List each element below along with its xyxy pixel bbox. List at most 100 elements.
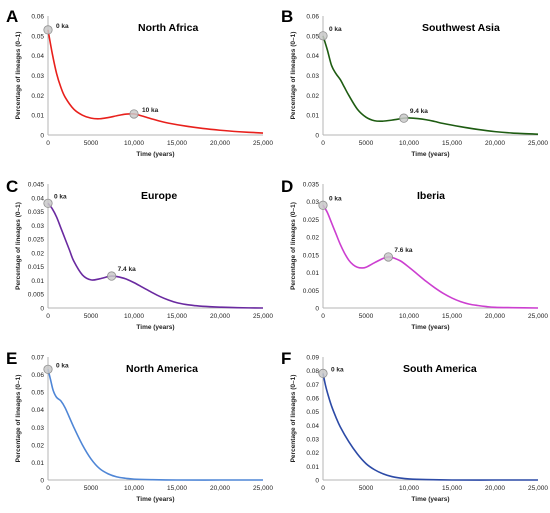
y-tick-label: 0.02 (306, 93, 319, 100)
y-tick-label: 0.02 (31, 250, 44, 257)
panel-southwest-asia: B Southwest Asia 0 0.01 0.02 0.03 0.04 0.05 0.06… (281, 7, 548, 158)
y-tick-label: 0.005 (28, 292, 45, 299)
panel-europe: C Europe 0 0.005 0.01 0.015 0.02 0.025 0.03 0.035… (6, 177, 273, 331)
y-tick-label: 0.025 (28, 237, 45, 244)
y-tick-label: 0.09 (306, 355, 319, 362)
x-tick-label: 20,000 (210, 485, 230, 492)
series-line (47, 369, 263, 481)
x-tick-label: 5000 (84, 140, 99, 147)
chart-title: Southwest Asia (422, 22, 500, 34)
y-axis-label: Percentage of lineages (0–1) (15, 202, 22, 290)
x-axis-label: Time (years) (411, 151, 449, 158)
y-tick-label: 0.04 (31, 195, 44, 202)
x-tick-label: 5000 (359, 140, 374, 147)
chart-title: South America (403, 363, 477, 375)
marker-point (43, 25, 53, 35)
y-tick-label: 0.02 (31, 93, 44, 100)
y-tick-label: 0.06 (31, 372, 44, 379)
y-tick-label: 0.045 (28, 182, 45, 189)
marker-point (318, 368, 328, 378)
y-tick-label: 0 (315, 478, 319, 485)
y-tick-label: 0.005 (303, 288, 320, 295)
y-axis-label: Percentage of lineages (0–1) (15, 32, 22, 120)
panel-south-america: F South America 0 0.01 0.02 0.03 0.04 0.05 0.06 0… (281, 349, 548, 503)
marker-label: 9.4 ka (410, 108, 428, 115)
marker-point (318, 31, 328, 41)
marker-point (43, 198, 53, 208)
x-tick-label: 5000 (84, 485, 99, 492)
y-tick-label: 0.035 (28, 209, 45, 216)
x-tick-label: 15,000 (442, 140, 462, 147)
panel-letter: C (6, 177, 18, 196)
y-tick-label: 0.05 (31, 33, 44, 40)
x-tick-label: 0 (321, 485, 325, 492)
y-tick-label: 0.03 (306, 73, 319, 80)
marker-point (399, 113, 409, 123)
series-line (322, 373, 538, 481)
chart-title: North America (126, 363, 198, 375)
panel-letter: B (281, 7, 293, 26)
x-tick-label: 10,000 (124, 485, 144, 492)
x-tick-label: 25,000 (253, 485, 273, 492)
y-tick-label: 0.07 (306, 382, 319, 389)
y-tick-label: 0.05 (306, 409, 319, 416)
marker-label: 0 ka (56, 23, 69, 30)
y-tick-label: 0.06 (306, 14, 319, 21)
marker-label: 0 ka (329, 195, 342, 202)
x-tick-label: 20,000 (485, 313, 505, 320)
panel-iberia: D Iberia 0 0.005 0.01 0.015 0.02 0.025 0.03 0.035… (281, 177, 548, 331)
x-tick-label: 25,000 (528, 313, 548, 320)
x-tick-label: 0 (46, 313, 50, 320)
x-tick-label: 10,000 (399, 485, 419, 492)
y-tick-label: 0.04 (31, 53, 44, 60)
y-tick-label: 0.01 (306, 113, 319, 120)
y-tick-label: 0.02 (306, 235, 319, 242)
series-line (322, 35, 539, 136)
y-tick-label: 0.03 (31, 73, 44, 80)
x-tick-label: 15,000 (167, 485, 187, 492)
x-axis-label: Time (years) (136, 324, 174, 331)
panel-north-america: E North America 0 0.01 0.02 0.03 0.04 0.05 0.06 0… (6, 349, 273, 503)
series-line (47, 29, 264, 134)
chart-title: Iberia (417, 190, 445, 202)
panel-letter: F (281, 349, 291, 368)
series-line (322, 204, 539, 309)
x-tick-label: 15,000 (442, 313, 462, 320)
y-tick-label: 0.02 (306, 450, 319, 457)
x-tick-label: 0 (46, 485, 50, 492)
y-tick-label: 0 (315, 306, 319, 313)
x-tick-label: 5000 (84, 313, 99, 320)
x-tick-label: 0 (46, 140, 50, 147)
x-axis-label: Time (years) (411, 324, 449, 331)
x-tick-label: 10,000 (124, 140, 144, 147)
x-axis-label: Time (years) (136, 151, 174, 158)
y-axis-label: Percentage of lineages (0–1) (290, 32, 297, 120)
x-tick-label: 15,000 (167, 313, 187, 320)
y-tick-label: 0.01 (31, 278, 44, 285)
marker-point (383, 252, 393, 262)
marker-label: 10 ka (142, 107, 159, 114)
x-tick-label: 25,000 (253, 140, 273, 147)
y-tick-label: 0.08 (306, 368, 319, 375)
x-tick-label: 20,000 (210, 313, 230, 320)
marker-point (43, 364, 53, 374)
marker-point (129, 109, 139, 119)
y-tick-label: 0.015 (28, 264, 45, 271)
y-tick-label: 0 (40, 133, 44, 140)
y-tick-label: 0.03 (31, 223, 44, 230)
y-tick-label: 0.03 (306, 199, 319, 206)
x-tick-label: 20,000 (485, 485, 505, 492)
x-tick-label: 20,000 (485, 140, 505, 147)
x-axis-label: Time (years) (411, 496, 449, 503)
y-axis-label: Percentage of lineages (0–1) (15, 375, 22, 463)
marker-label: 0 ka (329, 26, 342, 33)
y-tick-label: 0.05 (31, 390, 44, 397)
y-tick-label: 0.04 (31, 407, 44, 414)
y-tick-label: 0.04 (306, 53, 319, 60)
marker-point (107, 271, 117, 281)
x-tick-label: 25,000 (528, 485, 548, 492)
panel-north-africa: A North Africa 0 0.01 0.02 0.03 0.04 0.05 0.06 0 5… (6, 7, 273, 158)
y-tick-label: 0 (40, 478, 44, 485)
x-tick-label: 10,000 (399, 313, 419, 320)
